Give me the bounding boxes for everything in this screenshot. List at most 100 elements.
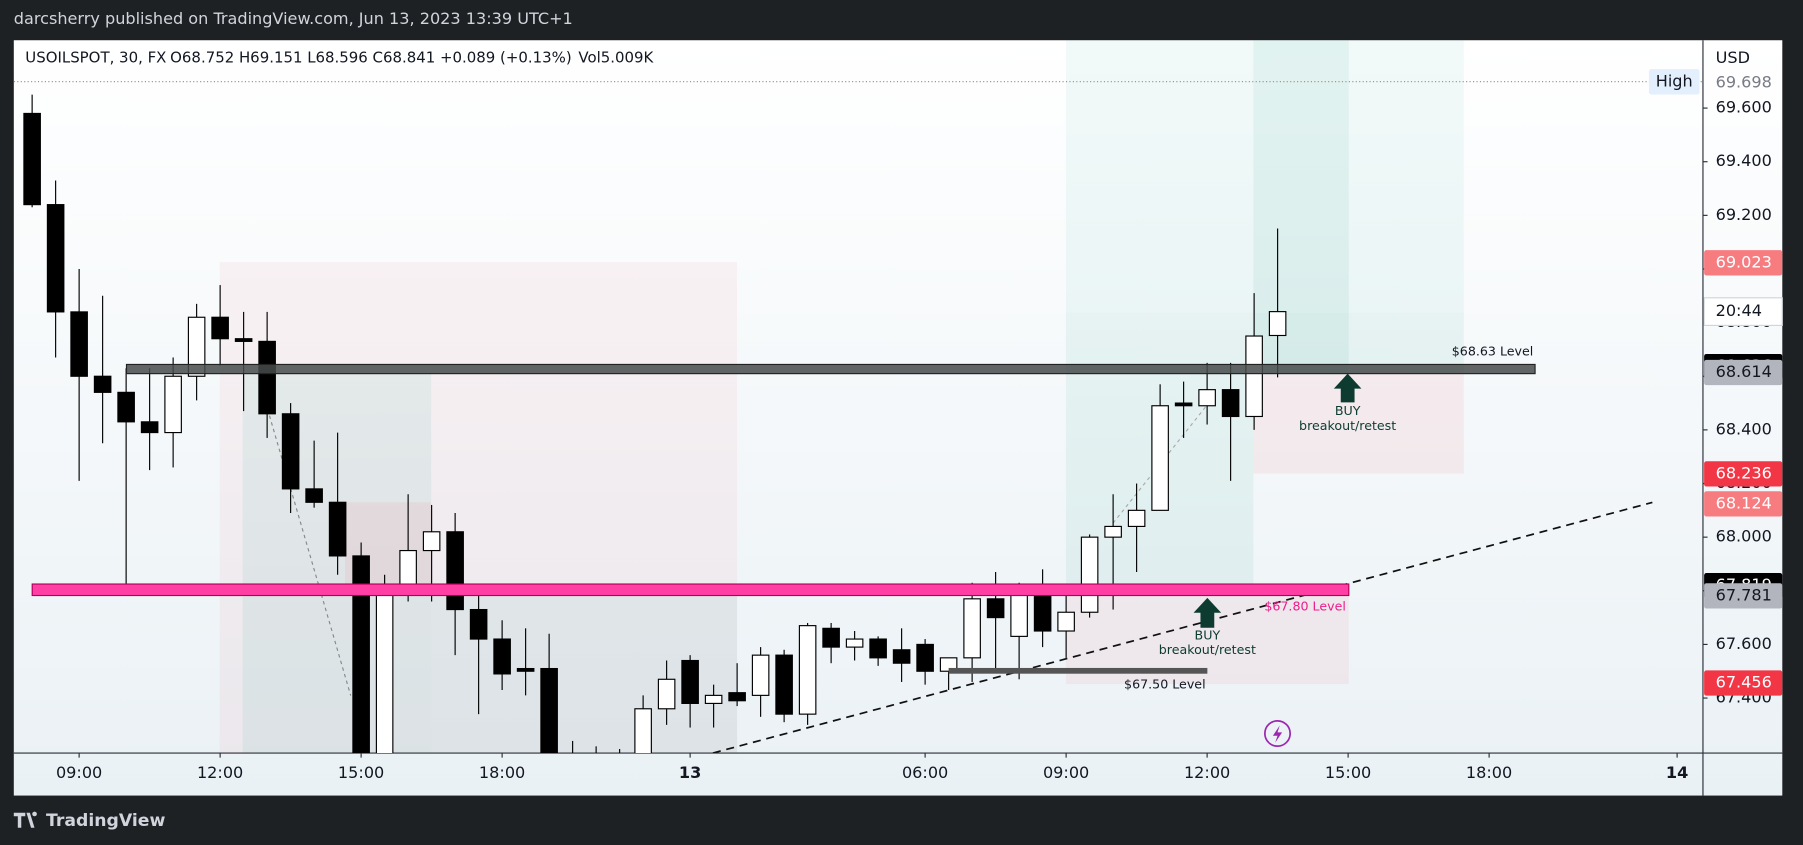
candle-body [281,413,300,490]
candle-body [634,708,652,754]
candle-body [493,638,511,675]
x-tick-label: 15:00 [338,763,384,782]
candle-body [1010,590,1028,637]
x-tick-label: 14 [1666,763,1688,782]
price-tag-label: 68.614 [1716,362,1772,381]
price-unit: USD [1716,48,1750,67]
x-tick-label: 15:00 [1325,763,1371,782]
price-tag-box [1704,583,1783,609]
chart-background [13,40,1783,796]
y-tick-label: 69.200 [1716,205,1772,224]
candle-body [1245,335,1263,418]
candle-body [822,627,840,648]
x-tick-label: 12:00 [197,763,243,782]
price-tag-box [1704,461,1783,487]
x-tick-label: 18:00 [479,763,525,782]
candle-body [798,625,817,715]
candle-body [540,667,558,754]
buy-label: BUY [1195,627,1221,642]
buy-label: breakout/retest [1299,418,1396,433]
level-label: $68.63 Level [1452,343,1534,358]
price-tag-box [1704,491,1783,517]
y-tick-label: 67.600 [1716,634,1772,653]
candle-body [211,316,229,340]
price-tag-label: 67.456 [1716,673,1772,692]
countdown: 20:44 [1716,301,1762,320]
candle-body [916,643,934,672]
path-line [1112,404,1208,524]
brand-logo [13,811,37,828]
candle-body [23,112,41,206]
event-icon[interactable] [1263,719,1292,747]
time-axis: 09:00 12:00 15:00 18:00 13 06:00 09:00 12:00 15:… [56,753,1688,782]
high-tag-box [1648,69,1700,95]
price-tag-label: 69.023 [1716,252,1772,271]
candle-body [939,657,958,672]
candle-body [728,692,746,702]
published-by: darcsherry published on TradingView.com,… [14,9,573,28]
level-bar [125,363,1536,375]
level-label: $67.50 Level [1124,677,1206,692]
price-tag-label: 68.124 [1716,493,1772,512]
candle-body [234,338,253,342]
event-icon-bolt [1272,725,1283,743]
candles [23,94,1287,754]
y-tick-label: 69.600 [1716,98,1772,117]
candle-body [446,531,464,611]
risk-zone [1253,373,1464,474]
candle-body [1221,389,1240,418]
price-tag-box [1704,250,1783,276]
candle-body [516,667,535,672]
candle-body [845,638,864,648]
high-tag-value: 69.698 [1716,72,1772,91]
candle-body [164,375,182,434]
y-tick-label: 69.400 [1716,151,1772,170]
y-tick-label: 68.400 [1716,419,1772,438]
candle-body [352,555,370,754]
candle-body [46,204,65,313]
candle-body [1104,525,1122,538]
candle-body [1174,402,1193,407]
x-tick-label: 18:00 [1466,763,1512,782]
candle-body [1151,405,1169,511]
reward-zone [1065,40,1464,313]
volume-legend: Vol5.009K [578,49,654,67]
x-tick-label: 12:00 [1184,763,1230,782]
candle-body [1127,509,1146,528]
buy-label: BUY [1335,403,1361,418]
candle-body [1057,611,1075,632]
candle-body [869,638,887,659]
y-tick-label: 68.000 [1716,527,1772,546]
high-tag-label: High [1656,71,1693,90]
candle-body [1268,311,1287,337]
candle-body [93,375,112,393]
price-tag-label: 67.781 [1716,585,1772,604]
level-bar [31,583,1350,597]
candle-body [704,694,723,704]
symbol-title: USOILSPOT, 30, FX [25,49,166,67]
brand: TradingView [46,811,165,831]
candle-body [892,649,911,664]
candle-body [258,340,276,415]
candle-body [140,421,159,434]
candle-body [328,501,347,557]
buy-label: breakout/retest [1159,642,1256,657]
x-tick-label: 09:00 [1043,763,1089,782]
x-tick-label: 09:00 [56,763,102,782]
candle-body [681,659,699,704]
buy-arrow [1333,373,1362,403]
level-label: $67.80 Level [1264,599,1346,614]
path-line [265,402,352,696]
candle-body [1080,536,1099,613]
ohlc-legend: O68.752 H69.151 L68.596 C68.841 +0.089 (… [170,49,571,67]
level-bar [948,667,1208,674]
candle-body [187,316,206,377]
price-tag-box [1704,670,1783,696]
candle-body [469,608,488,640]
candle-body [70,311,88,377]
price-tags: High69.69820:4469.02368.63668.61468.2366… [1648,69,1783,696]
candle-body [305,488,323,503]
candle-body [775,654,793,715]
